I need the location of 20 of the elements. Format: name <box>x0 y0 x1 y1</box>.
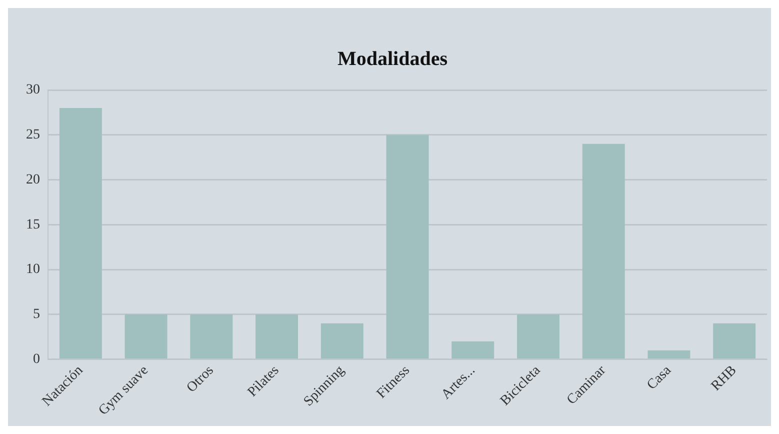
x-tick-label: Casa <box>644 362 675 393</box>
bar <box>59 108 102 359</box>
bar <box>124 314 168 359</box>
y-tick-label: 5 <box>33 307 40 322</box>
bar <box>648 350 690 359</box>
bar <box>713 323 756 359</box>
y-tick-label: 10 <box>26 262 40 278</box>
bar <box>582 144 625 359</box>
bar <box>256 314 298 359</box>
y-tick-label: 25 <box>26 128 40 143</box>
bar <box>516 314 560 359</box>
chart-title: Modalidades <box>337 48 448 70</box>
bar <box>190 314 233 359</box>
bar <box>386 134 429 359</box>
bar <box>452 341 494 359</box>
y-tick-label: 20 <box>26 172 40 188</box>
y-tick-label: 15 <box>26 217 40 232</box>
y-tick-label: 30 <box>26 82 40 98</box>
y-tick-label: 0 <box>33 352 40 367</box>
bar <box>320 323 364 359</box>
